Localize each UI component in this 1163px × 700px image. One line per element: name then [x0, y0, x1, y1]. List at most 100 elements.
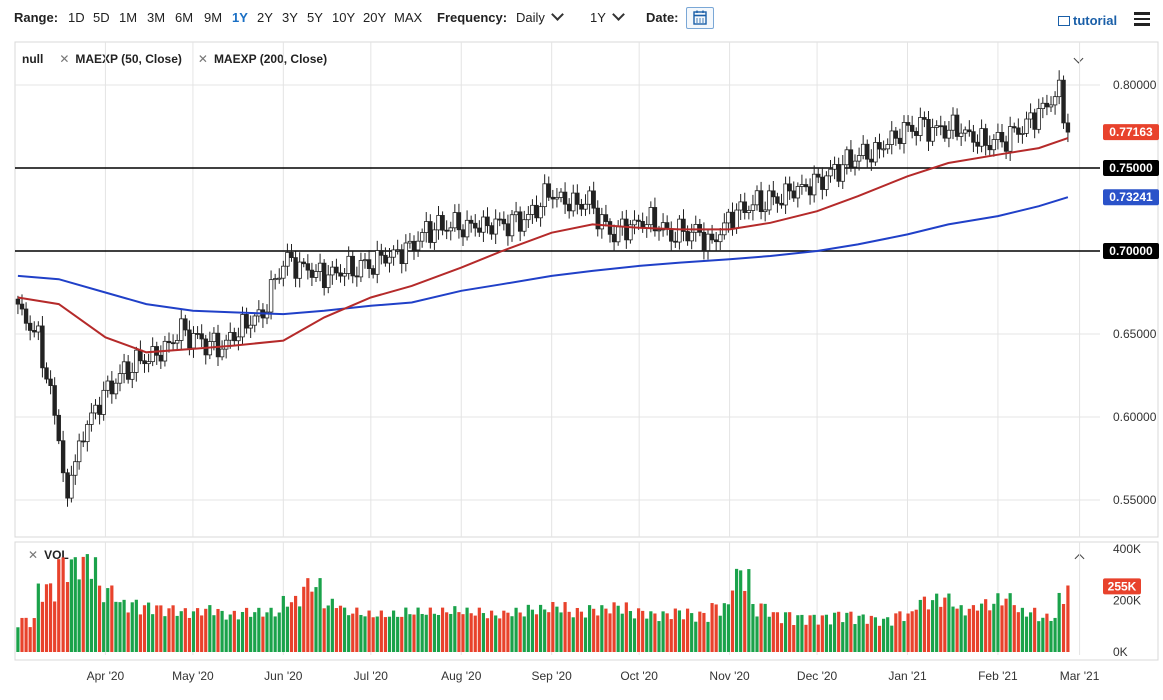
candlestick	[636, 214, 641, 230]
volume-bar	[265, 612, 269, 652]
range-6m-button[interactable]: 6M	[175, 10, 194, 25]
candle-body	[342, 273, 347, 277]
volume-bar	[783, 612, 788, 652]
candlestick	[125, 355, 131, 384]
candle-body	[656, 229, 662, 232]
candlestick	[260, 303, 266, 328]
remove-ma200-icon[interactable]: ✕	[197, 52, 208, 66]
candle-body	[1016, 127, 1021, 135]
range-20y-button[interactable]: 20Y	[363, 10, 387, 25]
candle-body	[897, 137, 903, 144]
candle-body	[791, 190, 796, 199]
volume-bar	[726, 604, 731, 652]
volume-bar	[224, 619, 228, 652]
candle-body	[334, 266, 339, 274]
candlestick	[383, 247, 388, 267]
candle-body	[65, 472, 70, 499]
volume-bar	[236, 619, 241, 652]
range-3y-button[interactable]: 3Y	[282, 10, 298, 25]
range-max-button[interactable]: MAX	[394, 10, 423, 25]
volume-bar	[1061, 603, 1066, 652]
candlestick	[954, 108, 960, 141]
volume-bar	[338, 605, 343, 652]
volume-bar	[979, 603, 984, 652]
volume-bar	[857, 615, 861, 652]
volume-bar	[57, 559, 61, 652]
candle-body	[914, 131, 919, 136]
candle-body	[722, 222, 727, 236]
candlestick	[1036, 98, 1041, 134]
level-badge-bg	[1103, 243, 1159, 259]
candle-body	[179, 318, 184, 341]
candle-body	[718, 234, 723, 243]
volume-bar	[873, 617, 878, 652]
range-1d-button[interactable]: 1D	[68, 10, 85, 25]
volume-bar	[32, 618, 36, 652]
volume-bar	[1004, 598, 1008, 652]
candlestick	[130, 362, 135, 389]
range-9m-button[interactable]: 9M	[204, 10, 223, 25]
candle-body	[893, 130, 899, 139]
volume-bar	[106, 588, 110, 652]
range-label: Range:	[14, 10, 59, 25]
volume-bar	[326, 605, 330, 652]
level-badge-bg	[1103, 160, 1159, 176]
candlestick	[370, 265, 376, 279]
candlestick	[832, 156, 837, 180]
remove-ma50-icon[interactable]: ✕	[59, 52, 70, 66]
volume-bar	[743, 590, 747, 652]
tutorial-link[interactable]: tutorial	[1058, 13, 1117, 28]
candlestick	[272, 273, 278, 290]
candlestick	[232, 327, 237, 346]
volume-bar	[428, 607, 432, 652]
candle-body	[946, 129, 952, 139]
candle-body	[624, 218, 629, 241]
volume-bar	[779, 623, 784, 652]
candlestick	[170, 334, 176, 351]
remove-volume-icon[interactable]: ✕	[28, 548, 39, 562]
candlestick	[611, 224, 617, 252]
price-panel-frame	[14, 41, 1159, 538]
candlestick	[583, 194, 588, 216]
range-3m-button[interactable]: 3M	[147, 10, 166, 25]
candle-body	[542, 183, 547, 208]
hamburger-menu-icon[interactable]	[1134, 12, 1150, 26]
candlestick	[554, 188, 560, 208]
candle-body	[954, 114, 960, 137]
candle-body	[775, 196, 780, 204]
range-2y-button[interactable]: 2Y	[257, 10, 273, 25]
candle-body	[362, 259, 368, 262]
candle-body	[787, 183, 792, 192]
range-10y-button[interactable]: 10Y	[332, 10, 356, 25]
collapse-legend-icon[interactable]	[1073, 53, 1084, 64]
range-5y-button[interactable]: 5Y	[307, 10, 323, 25]
candle-body	[493, 218, 498, 235]
candlestick	[375, 240, 380, 284]
candle-body	[828, 168, 833, 177]
candlestick	[522, 210, 527, 237]
last-price-badge: 0.77163	[1109, 125, 1153, 139]
candle-body	[440, 215, 445, 231]
candlestick	[40, 316, 45, 378]
candle-body	[293, 257, 298, 279]
candle-body	[1048, 104, 1054, 108]
volume-bar	[653, 613, 657, 652]
candlestick	[795, 182, 801, 208]
volume-bar	[575, 607, 579, 652]
candlestick	[709, 224, 715, 244]
frequency-select[interactable]: Daily	[516, 8, 564, 26]
volume-bar	[216, 608, 220, 652]
range-1m-button[interactable]: 1M	[119, 10, 138, 25]
range-1y-button[interactable]: 1Y	[232, 10, 248, 25]
candle-body	[546, 183, 551, 198]
collapse-volume-icon[interactable]	[1074, 553, 1085, 564]
period-select[interactable]: 1Y	[590, 8, 625, 26]
candle-body	[526, 214, 531, 221]
volume-bar	[547, 612, 551, 652]
date-picker-button[interactable]	[686, 7, 714, 29]
candlestick	[738, 193, 743, 220]
candle-body	[877, 142, 882, 150]
range-5d-button[interactable]: 5D	[93, 10, 110, 25]
x-tick-label: Jul '20	[354, 669, 389, 683]
volume-bar	[65, 582, 70, 652]
